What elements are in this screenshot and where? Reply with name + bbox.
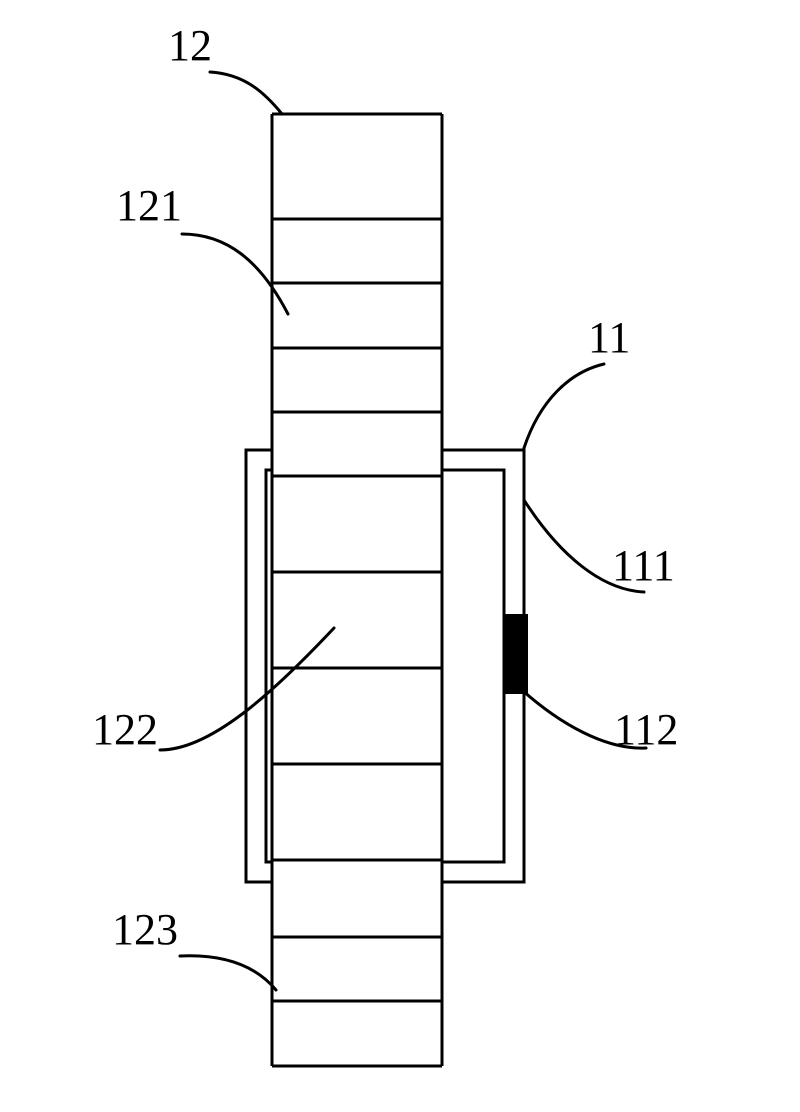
leader-123 <box>180 956 276 990</box>
label-11: 11 <box>588 313 630 362</box>
leader-11 <box>524 364 604 448</box>
label-123: 123 <box>112 905 178 954</box>
column-fill <box>272 114 442 1066</box>
label-12: 12 <box>168 21 212 70</box>
black-block <box>504 614 528 694</box>
diagram-canvas: 1212111111122112123 <box>0 0 800 1112</box>
label-121: 121 <box>116 181 182 230</box>
label-122: 122 <box>92 705 158 754</box>
label-111: 111 <box>612 541 675 590</box>
leader-12 <box>210 72 282 114</box>
label-112: 112 <box>614 705 678 754</box>
